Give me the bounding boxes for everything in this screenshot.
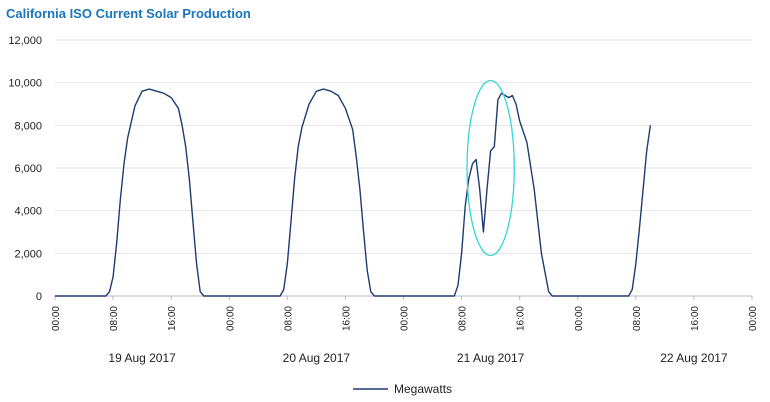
x-tick-label: 16:00 <box>341 306 352 331</box>
chart-title: California ISO Current Solar Production <box>6 6 251 21</box>
day-label: 21 Aug 2017 <box>457 351 525 365</box>
x-tick-label: 00:00 <box>574 306 585 331</box>
y-axis-ticks: 0 2,000 4,000 6,000 8,000 10,000 12,000 <box>8 35 42 303</box>
y-tick-label: 8,000 <box>14 120 42 132</box>
x-tick-label: 00:00 <box>748 306 759 331</box>
x-tick-label: 00:00 <box>51 306 62 331</box>
y-tick-label: 4,000 <box>14 206 42 218</box>
day-labels: 19 Aug 2017 20 Aug 2017 21 Aug 2017 22 Aug … <box>108 351 728 365</box>
legend: Megawatts <box>353 382 452 396</box>
x-tick-label: 08:00 <box>458 306 469 331</box>
x-tick-label: 16:00 <box>690 306 701 331</box>
x-tick-label: 00:00 <box>400 306 411 331</box>
y-tick-label: 12,000 <box>8 35 42 47</box>
legend-label: Megawatts <box>394 382 452 396</box>
x-tick-label: 08:00 <box>109 306 120 331</box>
x-tick-label: 08:00 <box>632 306 643 331</box>
series-line-megawatts <box>55 88 652 297</box>
x-axis-ticks: 00:00 08:00 16:00 00:00 08:00 16:00 00:00 08:00… <box>51 296 759 331</box>
day-label: 19 Aug 2017 <box>108 351 176 365</box>
grid-lines <box>55 39 752 297</box>
x-tick-label: 00:00 <box>225 306 236 331</box>
highlight-ellipse <box>466 79 515 257</box>
day-label: 20 Aug 2017 <box>283 351 351 365</box>
x-tick-label: 16:00 <box>516 306 527 331</box>
series-layer <box>55 88 652 297</box>
y-tick-label: 0 <box>36 291 42 303</box>
x-tick-label: 16:00 <box>167 306 178 331</box>
y-tick-label: 6,000 <box>14 163 42 175</box>
annotation-layer <box>466 79 515 257</box>
y-tick-label: 10,000 <box>8 78 42 90</box>
day-label: 22 Aug 2017 <box>660 351 728 365</box>
y-tick-label: 2,000 <box>14 248 42 260</box>
x-tick-label: 08:00 <box>283 306 294 331</box>
